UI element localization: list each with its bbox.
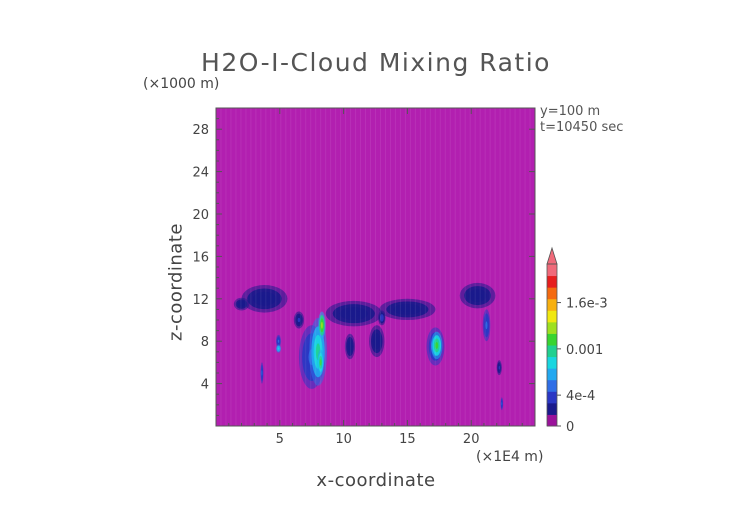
colorbar-band-8 xyxy=(547,321,557,334)
x-tick-label: 15 xyxy=(399,432,416,447)
cloud-region-0-layer-3 xyxy=(258,295,271,303)
cloud-region-1-layer-3 xyxy=(239,302,244,306)
cloud-region-13-layer-3 xyxy=(319,359,322,366)
x-tick-label: 20 xyxy=(463,432,480,447)
y-tick-label: 12 xyxy=(192,293,209,308)
colorbar-band-9 xyxy=(547,310,557,323)
colorbar-band-0 xyxy=(547,414,557,427)
x-unit-label: (×1E4 m) xyxy=(476,449,544,465)
colorbar-tick-label: 0.001 xyxy=(566,343,603,358)
cloud-region-12-layer-3 xyxy=(320,321,323,329)
y-tick-label: 20 xyxy=(192,208,209,223)
cloud-region-4-layer-3 xyxy=(473,292,483,299)
colorbar-band-1 xyxy=(547,402,557,415)
colorbar-frame xyxy=(546,263,558,427)
x-tick-label: 10 xyxy=(335,432,352,447)
cloud-region-9-layer-3 xyxy=(261,370,263,376)
chart-title: H2O-I-Cloud Mixing Ratio xyxy=(201,48,551,77)
colorbar-band-13 xyxy=(547,264,557,277)
colorbar-band-7 xyxy=(547,333,557,346)
colorbar-band-6 xyxy=(547,345,557,358)
colorbar-tick-label: 0 xyxy=(566,420,574,435)
colorbar-band-3 xyxy=(547,379,557,392)
colorbar-band-10 xyxy=(547,298,557,311)
cloud-region-7-layer-3 xyxy=(277,339,280,343)
cloud-region-19-layer-3 xyxy=(297,317,301,323)
colorbar-band-4 xyxy=(547,368,557,381)
cloud-field xyxy=(233,282,504,411)
cloud-region-5-layer-3 xyxy=(374,337,379,346)
colorbar-tick-label: 1.6e-3 xyxy=(566,297,608,312)
colorbar-band-2 xyxy=(547,391,557,404)
colorbar-tick-label: 4e-4 xyxy=(566,389,595,404)
y-tick-label: 28 xyxy=(192,123,209,138)
cloud-region-17-layer-3 xyxy=(501,402,503,406)
cloud-region-2-layer-3 xyxy=(346,310,361,317)
colorbar-band-5 xyxy=(547,356,557,369)
cloud-region-8-layer-3 xyxy=(277,347,280,350)
y-tick-label: 4 xyxy=(201,378,209,393)
cloud-region-20-layer-3 xyxy=(380,316,383,320)
x-tick-label: 5 xyxy=(276,432,284,447)
y-tick-label: 8 xyxy=(201,335,209,350)
colorbar-band-11 xyxy=(547,287,557,300)
plot-background xyxy=(216,108,535,426)
z-unit-label: (×1000 m) xyxy=(143,76,220,92)
y-tick-label: 16 xyxy=(192,250,209,265)
y-tick-label: 24 xyxy=(192,166,209,181)
cloud-region-3-layer-3 xyxy=(400,306,415,313)
cloud-region-18-layer-3 xyxy=(498,365,500,370)
colorbar-extend-arrow xyxy=(546,246,558,265)
info-time: t=10450 sec xyxy=(540,120,624,135)
cloud-region-16-layer-3 xyxy=(485,321,488,330)
info-y-position: y=100 m xyxy=(540,104,601,119)
x-axis-label: x-coordinate xyxy=(316,470,436,491)
colorbar-band-12 xyxy=(547,275,557,288)
cloud-region-15-layer-3 xyxy=(435,341,439,349)
cloud-region-6-layer-3 xyxy=(348,343,352,350)
